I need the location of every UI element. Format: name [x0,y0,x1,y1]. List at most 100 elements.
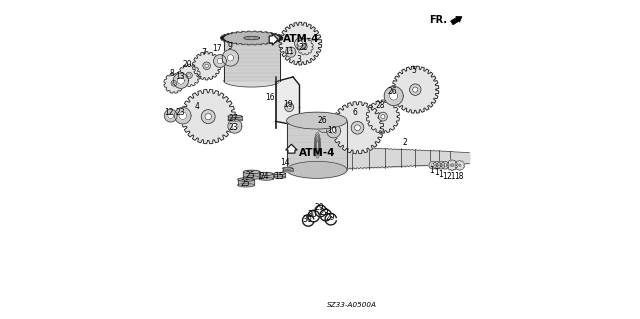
Polygon shape [433,161,441,169]
Polygon shape [243,172,260,178]
Polygon shape [177,77,184,84]
Polygon shape [175,108,191,124]
Text: 26: 26 [388,87,397,96]
Text: ATM-4: ATM-4 [299,148,335,158]
Circle shape [410,84,421,95]
Ellipse shape [316,137,319,154]
Circle shape [451,164,454,167]
Text: 21: 21 [446,173,456,182]
Polygon shape [173,73,189,88]
Polygon shape [244,36,260,40]
Ellipse shape [314,132,321,158]
Text: 27: 27 [228,114,239,123]
Polygon shape [237,178,254,181]
Polygon shape [442,161,449,169]
Polygon shape [168,113,173,119]
Polygon shape [447,160,458,171]
Polygon shape [440,164,443,167]
Text: 23: 23 [228,123,239,132]
Text: 18: 18 [454,172,463,181]
Text: 29: 29 [320,208,330,217]
Text: 16: 16 [266,93,275,102]
Text: 15: 15 [274,173,284,182]
Circle shape [351,122,364,134]
Text: 28: 28 [376,101,385,110]
Polygon shape [227,55,234,61]
Text: 1: 1 [438,170,443,179]
Text: 5: 5 [412,66,416,75]
Circle shape [458,164,461,167]
FancyArrow shape [285,144,297,153]
Text: 12: 12 [164,108,173,117]
Text: 6: 6 [353,108,357,117]
Polygon shape [285,103,294,112]
Text: 8: 8 [170,69,175,78]
Polygon shape [259,177,273,180]
Polygon shape [366,100,399,133]
Polygon shape [243,176,260,179]
Text: 9: 9 [228,42,233,51]
Polygon shape [287,112,347,129]
Polygon shape [214,55,227,67]
Circle shape [186,72,193,78]
Circle shape [413,87,418,92]
Polygon shape [282,170,292,172]
Polygon shape [330,128,337,134]
Polygon shape [287,105,291,109]
Ellipse shape [316,141,319,149]
Polygon shape [437,161,445,169]
Text: 25: 25 [246,171,255,180]
Text: 29: 29 [314,203,324,212]
Text: 29: 29 [325,213,335,222]
Polygon shape [332,102,383,154]
Polygon shape [279,22,322,65]
Polygon shape [431,164,435,167]
Text: 20: 20 [183,60,193,69]
Polygon shape [435,164,438,167]
Polygon shape [228,119,242,133]
Polygon shape [287,161,347,178]
Text: 30: 30 [303,215,312,224]
Polygon shape [326,124,340,138]
Polygon shape [392,66,439,113]
Text: 17: 17 [212,44,222,53]
Circle shape [298,41,303,46]
Circle shape [188,74,191,77]
Polygon shape [224,38,280,81]
FancyArrow shape [269,34,278,45]
Text: 7: 7 [201,48,206,57]
Text: 24: 24 [260,173,269,182]
Polygon shape [220,31,283,45]
Polygon shape [287,121,347,170]
Polygon shape [321,121,328,128]
Text: 1: 1 [429,166,434,175]
Circle shape [201,110,215,123]
Circle shape [459,165,460,166]
Polygon shape [237,180,254,185]
Polygon shape [390,92,398,100]
Polygon shape [274,176,285,178]
Polygon shape [282,167,292,169]
Text: 30: 30 [308,210,317,219]
Circle shape [381,115,385,119]
Text: FR.: FR. [429,15,447,25]
Polygon shape [455,160,465,170]
Circle shape [205,114,211,120]
Polygon shape [178,64,200,86]
Circle shape [303,45,307,49]
Circle shape [294,38,306,49]
Ellipse shape [315,135,320,156]
Text: ATM-4: ATM-4 [282,34,319,44]
Circle shape [203,62,211,70]
Polygon shape [259,174,273,179]
Text: 19: 19 [283,100,292,109]
Polygon shape [181,90,236,144]
Polygon shape [289,50,293,54]
Polygon shape [243,170,260,174]
Text: 1: 1 [434,168,438,177]
Polygon shape [259,173,273,175]
Polygon shape [274,174,285,177]
Text: 22: 22 [299,43,308,52]
Text: 2: 2 [403,137,408,146]
Polygon shape [444,164,447,167]
